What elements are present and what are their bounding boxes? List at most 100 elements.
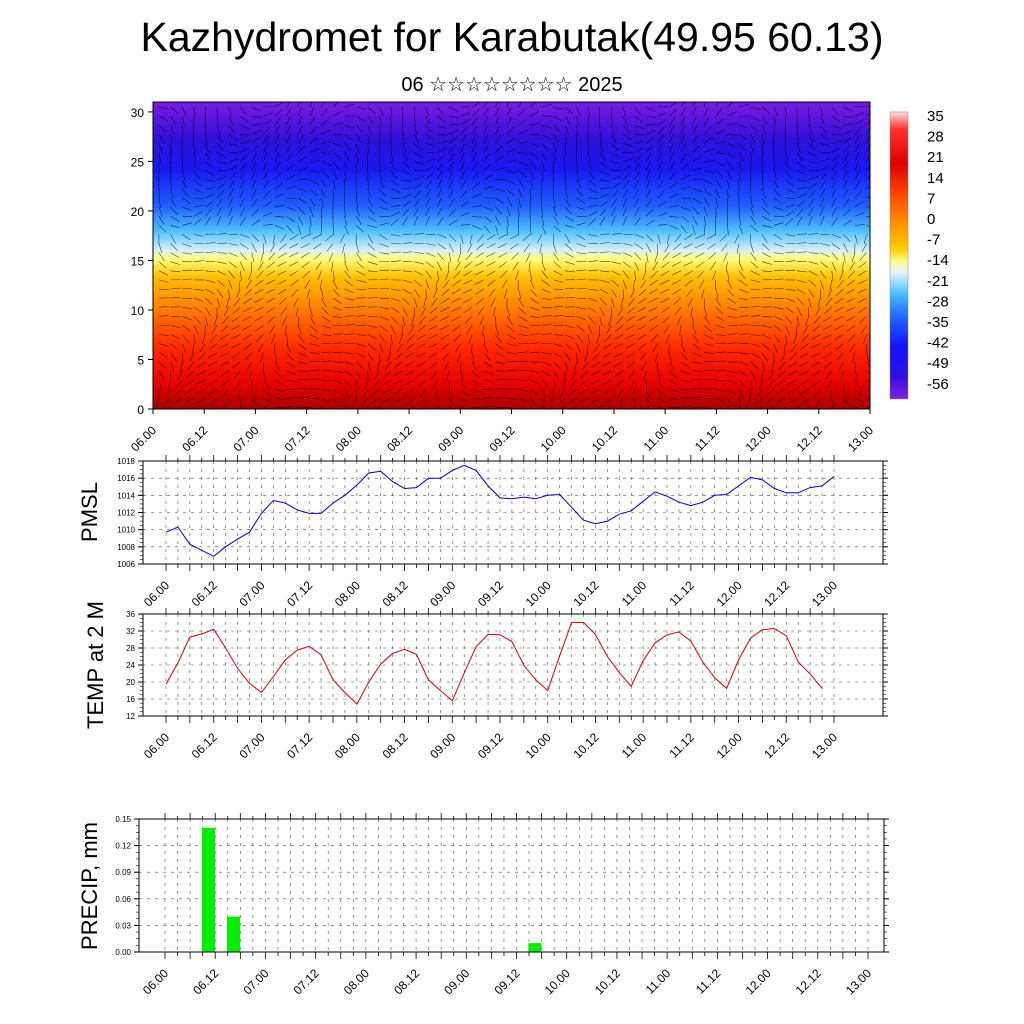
pmsl-y-axis-label: PMSL <box>77 482 102 542</box>
colorbar-label: -28 <box>927 293 949 310</box>
heatmap-y-tick-label: 0 <box>137 403 144 417</box>
heatmap-x-tick-label: 08.00 <box>333 423 364 454</box>
x-tick-label: 11.00 <box>619 578 650 609</box>
x-tick-label: 08.12 <box>391 966 422 997</box>
x-tick-label: 11.12 <box>666 578 697 609</box>
colorbar-label: 7 <box>927 190 935 207</box>
heatmap-x-tick-label: 12.12 <box>794 423 825 454</box>
x-tick-label: 11.00 <box>619 730 650 761</box>
y-tick-label: 1012 <box>117 509 135 518</box>
x-tick-label: 07.00 <box>236 578 267 609</box>
x-tick-label: 12.12 <box>793 966 824 997</box>
x-tick-label: 06.00 <box>141 578 172 609</box>
y-tick-label: 1014 <box>117 491 135 500</box>
precip-bar <box>528 943 542 952</box>
heatmap-x-axis: 06.00 06.12 07.00 07.12 08.00 08.12 09.00 09.12… <box>128 409 876 454</box>
colorbar-label: 35 <box>927 108 944 125</box>
heatmap-x-tick-label: 09.12 <box>486 423 517 454</box>
x-tick-label: 12.12 <box>761 578 792 609</box>
x-tick-label: 07.12 <box>284 578 315 609</box>
heatmap-y-tick-label: 30 <box>131 106 145 120</box>
y-tick-label: 1010 <box>117 526 135 535</box>
x-tick-label: 06.00 <box>140 966 171 997</box>
heatmap-x-tick-label: 06.12 <box>179 423 210 454</box>
colorbar-label: -42 <box>927 335 949 352</box>
y-tick-label: 32 <box>126 627 135 636</box>
precip-y-axis-label: PRECIP, mm <box>77 822 102 950</box>
y-tick-label: 1008 <box>117 543 135 552</box>
x-tick-label: 13.00 <box>843 966 874 997</box>
x-tick-label: 11.12 <box>693 966 724 997</box>
precip-panel: 0.00 0.03 0.06 0.09 0.12 0.15 06.00 06.12 07.00 0… <box>115 813 889 997</box>
colorbar-label: -35 <box>927 314 949 331</box>
heatmap-x-tick-label: 06.00 <box>128 423 159 454</box>
y-tick-label: 0.09 <box>115 868 131 877</box>
heatmap-y-axis: 0 5 10 15 20 25 30 <box>131 106 153 417</box>
colorbar-label: 21 <box>927 149 944 166</box>
heatmap-y-tick-label: 15 <box>131 254 145 268</box>
heatmap-x-tick-label: 11.00 <box>641 423 672 454</box>
x-tick-label: 07.00 <box>240 966 271 997</box>
x-tick-label: 12.00 <box>714 578 745 609</box>
x-tick-label: 08.12 <box>380 730 411 761</box>
x-tick-label: 06.12 <box>189 730 220 761</box>
heatmap-x-tick-label: 08.12 <box>384 423 415 454</box>
y-tick-label: 36 <box>126 610 135 619</box>
precip-bar <box>227 916 241 952</box>
x-tick-label: 09.00 <box>427 578 458 609</box>
x-tick-label: 08.00 <box>332 578 363 609</box>
wind-barbs <box>155 102 870 409</box>
x-tick-label: 10.00 <box>523 730 554 761</box>
y-tick-label: 0.00 <box>115 948 131 957</box>
y-tick-label: 28 <box>126 644 135 653</box>
temp-series-line <box>165 622 823 705</box>
colorbar-label: 0 <box>927 211 935 228</box>
heatmap-x-tick-label: 07.00 <box>230 423 261 454</box>
y-tick-label: 0.03 <box>115 921 131 930</box>
y-tick-label: 0.06 <box>115 895 131 904</box>
x-tick-label: 08.12 <box>380 578 411 609</box>
heatmap-x-tick-label: 10.12 <box>589 423 620 454</box>
heatmap-x-tick-label: 13.00 <box>845 423 876 454</box>
y-tick-label: 0.12 <box>115 842 131 851</box>
colorbar: 35 28 21 14 7 0 -7 -14 -21 -28 -35 -42 -49 -56 <box>889 108 949 400</box>
colorbar-label: -14 <box>927 252 949 269</box>
x-tick-label: 11.12 <box>666 730 697 761</box>
heatmap-panel: 0 5 10 15 20 25 30 06.00 06.12 07.00 07.12 08.00 08… <box>128 101 876 454</box>
x-tick-label: 13.00 <box>809 730 840 761</box>
x-tick-label: 09.12 <box>475 578 506 609</box>
chart-subtitle: 06 ☆☆☆☆☆☆☆☆ 2025 <box>401 74 623 96</box>
x-tick-label: 06.12 <box>190 966 221 997</box>
x-tick-label: 06.12 <box>189 578 220 609</box>
heatmap-x-tick-label: 11.12 <box>692 423 723 454</box>
x-tick-label: 10.12 <box>592 966 623 997</box>
y-tick-label: 1006 <box>117 560 135 569</box>
x-tick-label: 07.12 <box>291 966 322 997</box>
precip-frame <box>138 818 885 953</box>
heatmap-y-tick-label: 25 <box>131 155 145 169</box>
heatmap-y-tick-label: 20 <box>131 205 145 219</box>
colorbar-scale <box>889 111 909 400</box>
y-tick-label: 12 <box>126 712 135 721</box>
heatmap-x-tick-label: 09.00 <box>435 423 466 454</box>
colorbar-label: -56 <box>927 376 949 393</box>
heatmap-y-tick-label: 5 <box>137 353 144 367</box>
y-tick-label: 20 <box>126 678 135 687</box>
pmsl-panel: 1006 1008 1010 1012 1014 1016 1018 06.00 06.12 07… <box>117 455 888 609</box>
x-tick-label: 09.00 <box>427 730 458 761</box>
temp-panel: 12 16 20 24 28 32 36 06.00 06.12 07.00 07.12 08.00 0… <box>126 608 888 761</box>
x-tick-label: 08.00 <box>341 966 372 997</box>
x-tick-label: 11.00 <box>643 966 674 997</box>
heatmap-x-tick-label: 12.00 <box>743 423 774 454</box>
x-tick-label: 10.12 <box>570 578 601 609</box>
x-tick-label: 09.12 <box>475 730 506 761</box>
x-tick-label: 07.12 <box>284 730 315 761</box>
x-tick-label: 12.12 <box>761 730 792 761</box>
x-tick-label: 09.12 <box>491 966 522 997</box>
temp-y-axis-label: TEMP at 2 M <box>83 601 108 729</box>
x-tick-label: 09.00 <box>441 966 472 997</box>
heatmap-y-tick-label: 10 <box>131 304 145 318</box>
colorbar-label: 14 <box>927 170 944 187</box>
x-tick-label: 08.00 <box>332 730 363 761</box>
colorbar-label: -49 <box>927 355 949 372</box>
